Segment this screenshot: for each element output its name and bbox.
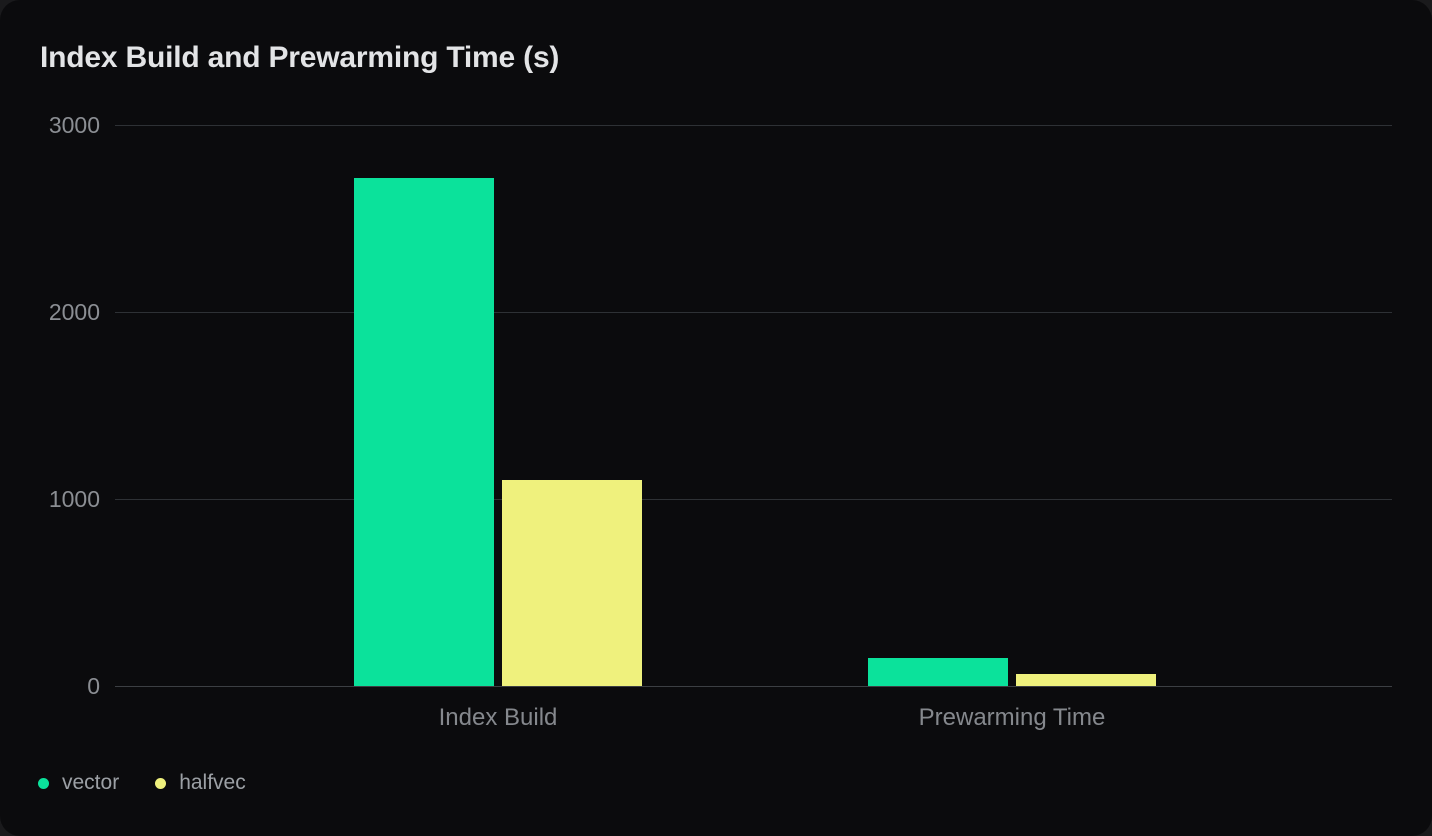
bar-vector-prewarming-time[interactable]	[868, 658, 1008, 686]
y-axis-tick-label-2000: 2000	[48, 299, 100, 325]
gridline-1000	[115, 499, 1392, 500]
chart-legend: vector halfvec	[38, 770, 246, 796]
gridline-2000	[115, 312, 1392, 313]
gridline-3000	[115, 125, 1392, 126]
legend-label: vector	[62, 771, 120, 794]
bar-chart-plot: 0 1000 2000 3000 Index Build Prewarming Time	[49, 112, 1392, 731]
legend-dot-icon	[155, 777, 167, 789]
x-axis-category-label-prewarming-time: Prewarming Time	[918, 704, 1106, 731]
bar-vector-index-build[interactable]	[354, 178, 494, 686]
legend-item-halfvec[interactable]: halfvec	[155, 770, 246, 796]
legend-item-vector[interactable]: vector	[38, 770, 119, 796]
chart-title: Index Build and Prewarming Time (s)	[40, 41, 560, 74]
bar-halfvec-prewarming-time[interactable]	[1016, 674, 1156, 686]
y-axis-tick-label-1000: 1000	[48, 486, 100, 512]
legend-dot-icon	[38, 777, 49, 789]
x-axis-category-label-index-build: Index Build	[438, 704, 558, 731]
gridline-0	[115, 686, 1392, 687]
y-axis-tick-label-3000: 3000	[48, 112, 100, 138]
y-axis-tick-label-0: 0	[87, 673, 100, 699]
bar-halfvec-index-build[interactable]	[502, 480, 642, 686]
legend-label: halfvec	[179, 771, 246, 794]
